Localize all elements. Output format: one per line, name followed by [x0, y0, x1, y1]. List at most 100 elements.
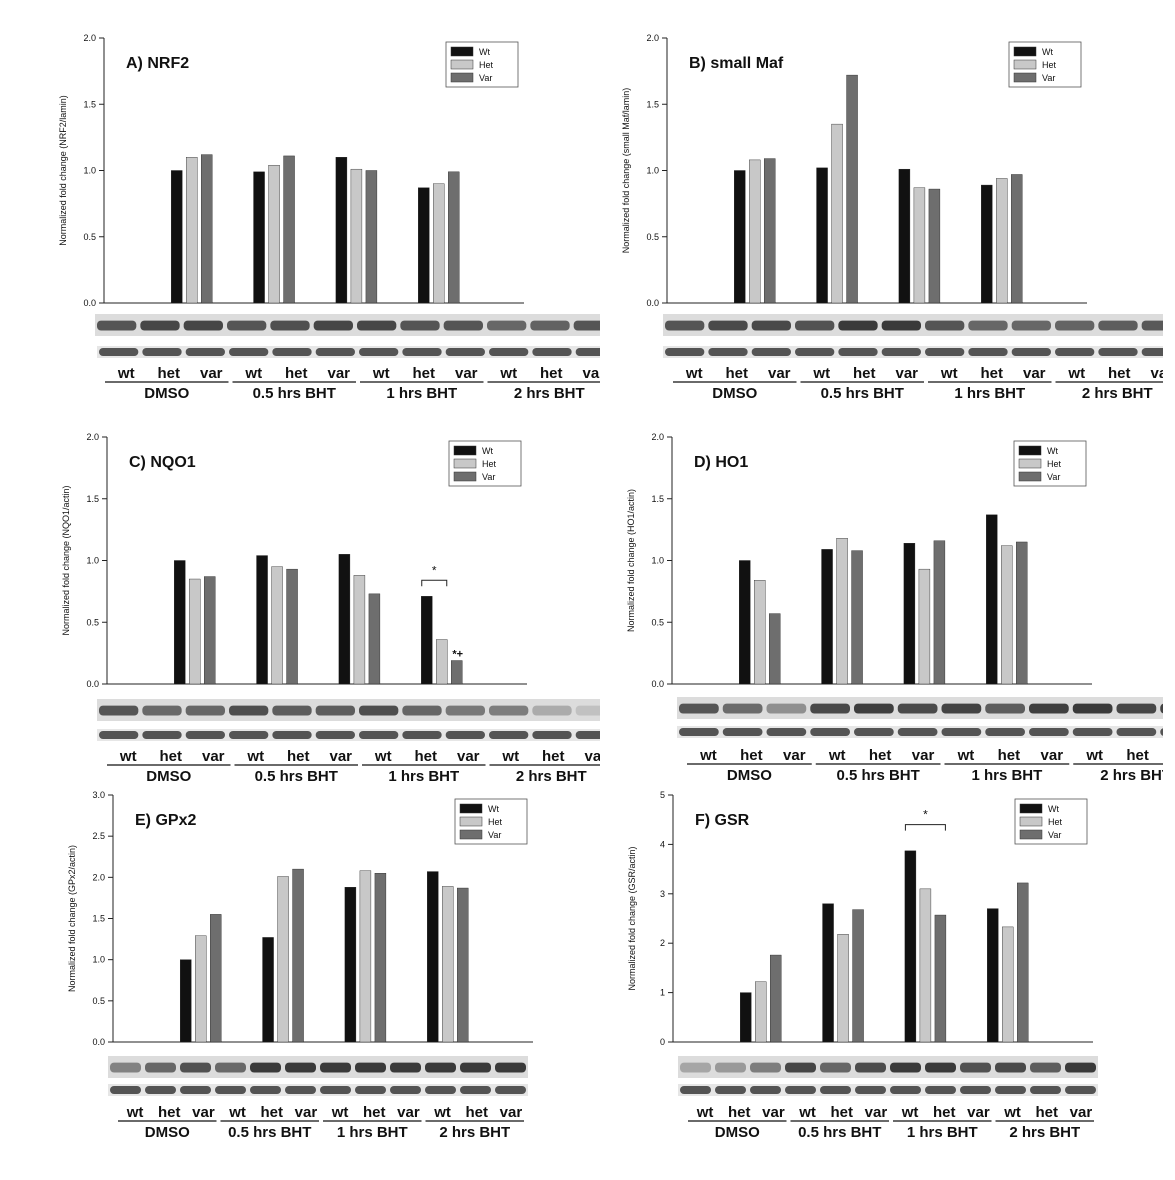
- group-label: 1 hrs BHT: [388, 768, 459, 785]
- blot-band-target: [1011, 320, 1051, 331]
- blot-band-target: [890, 1062, 921, 1073]
- blot-band-loading: [795, 348, 835, 356]
- blot-band-target: [1072, 703, 1113, 714]
- blot-band-target: [443, 320, 483, 331]
- bar-wt-3: [981, 184, 993, 304]
- bar-het-2: [913, 187, 926, 304]
- blot-band-loading: [960, 1086, 991, 1094]
- y-tick-label: 2.0: [651, 432, 664, 442]
- bar-var-1: [292, 868, 304, 1043]
- blot-band-loading: [145, 1086, 176, 1094]
- group-label: 0.5 hrs BHT: [821, 385, 904, 400]
- lane-label: var: [1041, 747, 1064, 764]
- blot-band-loading: [489, 731, 529, 739]
- blot-band-target: [425, 1062, 456, 1073]
- blot-band-target: [1055, 320, 1095, 331]
- lane-label: het: [998, 747, 1021, 764]
- bar-het-3: [996, 178, 1008, 304]
- group-label: 1 hrs BHT: [337, 1124, 408, 1141]
- legend-label-het: Het: [1048, 817, 1063, 827]
- bar-het-2: [353, 575, 366, 685]
- chart-svg: 0.0 0.5 1.0 1.5 2.0 Normalized fold change (N…: [61, 432, 617, 785]
- blot-band-target: [359, 705, 399, 716]
- blot-band-loading: [968, 348, 1008, 356]
- blot-band-target: [110, 1062, 141, 1073]
- bar-var-3: [1017, 882, 1029, 1043]
- blot-target-strip: [97, 699, 617, 721]
- y-tick-label: 0.0: [651, 679, 664, 689]
- lane-label: var: [1070, 1104, 1093, 1121]
- lane-label: wt: [246, 748, 264, 765]
- blot-band-loading: [1011, 348, 1051, 356]
- group-label: DMSO: [712, 385, 757, 400]
- y-tick-label: 1.5: [651, 494, 664, 504]
- figure: 0.0 0.5 1.0 1.5 2.0 Normalized fold change (N…: [58, 33, 1175, 1141]
- lane-label: var: [768, 365, 791, 382]
- blot-band-loading: [1098, 348, 1138, 356]
- blot-band-target: [995, 1062, 1026, 1073]
- blot-band-loading: [99, 731, 139, 739]
- blot-band-loading: [708, 348, 748, 356]
- blot-band-target: [665, 320, 705, 331]
- blot-band-target: [855, 1062, 886, 1073]
- blot-band-loading: [680, 1086, 711, 1094]
- significance-bracket: [904, 824, 946, 831]
- blot-band-loading: [1116, 728, 1157, 736]
- y-tick-label: 1.0: [646, 166, 659, 176]
- lane-label: het: [540, 365, 563, 382]
- blot-band-target: [140, 320, 180, 331]
- blot-band-loading: [890, 1086, 921, 1094]
- blot-band-loading: [320, 1086, 351, 1094]
- blot-band-loading: [925, 1086, 956, 1094]
- legend-label-wt: Wt: [1048, 804, 1059, 814]
- blot-band-target: [750, 1062, 781, 1073]
- blot-band-loading: [838, 348, 878, 356]
- blot-loading-strip: [678, 1084, 1098, 1096]
- blot-band-target: [270, 320, 310, 331]
- blot-loading-strip: [108, 1084, 528, 1096]
- legend-swatch-var: [459, 829, 483, 840]
- legend-label-wt: Wt: [479, 47, 490, 57]
- blot-band-loading: [425, 1086, 456, 1094]
- blot-band-target: [708, 320, 748, 331]
- bar-het-1: [837, 934, 849, 1043]
- bar-wt-2: [898, 168, 911, 304]
- blot-band-loading: [315, 731, 355, 739]
- blot-band-loading: [995, 1086, 1026, 1094]
- blot-band-loading: [110, 1086, 141, 1094]
- significance-bracket: [421, 579, 448, 587]
- y-tick-label: 1.0: [83, 166, 96, 176]
- group-label: DMSO: [727, 767, 772, 784]
- blot-band-target: [795, 320, 835, 331]
- group-label: 0.5 hrs BHT: [255, 768, 338, 785]
- group-label: 2 hrs BHT: [1082, 385, 1153, 400]
- y-tick-label: 0: [660, 1037, 665, 1047]
- group-label: 1 hrs BHT: [907, 1124, 978, 1141]
- blot-band-target: [968, 320, 1008, 331]
- lane-label: wt: [228, 1104, 246, 1121]
- bar-het-1: [836, 538, 848, 685]
- blot-band-target: [960, 1062, 991, 1073]
- legend-swatch-het: [1013, 59, 1037, 70]
- blot-band-target: [925, 320, 965, 331]
- blot-band-loading: [272, 731, 312, 739]
- y-axis-label: Normalized fold change (HO1/actin): [626, 489, 636, 632]
- lane-label: var: [500, 1104, 523, 1121]
- blot-band-target: [1098, 320, 1138, 331]
- blot-band-target: [715, 1062, 746, 1073]
- bar-het-0: [188, 578, 201, 685]
- y-tick-label: 2.5: [92, 831, 105, 841]
- blot-band-loading: [881, 348, 921, 356]
- blot-band-target: [97, 320, 137, 331]
- blot-band-loading: [185, 731, 225, 739]
- blot-band-target: [99, 705, 139, 716]
- blot-band-loading: [359, 348, 399, 356]
- blot-band-target: [766, 703, 807, 714]
- lane-label: het: [158, 1104, 181, 1121]
- legend-label-het: Het: [482, 459, 497, 469]
- y-tick-label: 0.0: [92, 1037, 105, 1047]
- blot-band-target: [897, 703, 938, 714]
- blot-band-target: [487, 320, 527, 331]
- legend-label-var: Var: [488, 830, 501, 840]
- bar-wt-1: [822, 903, 834, 1043]
